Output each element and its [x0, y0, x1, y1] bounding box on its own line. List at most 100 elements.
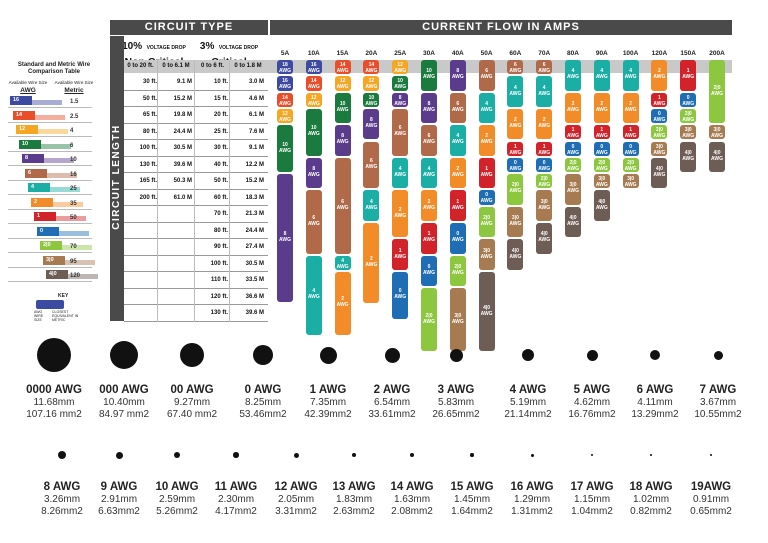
awg-pill: 4 AWG — [392, 157, 409, 189]
amp-label: 15A — [336, 50, 349, 57]
awg-pill: 3|0 AWG — [709, 125, 725, 140]
awg-pill: 6 AWG — [334, 157, 351, 254]
range-c-m: 0 to 1.8 M — [234, 63, 262, 69]
length-row-divider — [124, 155, 268, 157]
awg-pill: 2|0 AWG — [536, 174, 553, 189]
wire-size-label: 7 AWG 3.67mm 10.55mm2 — [694, 384, 742, 420]
legend-title: Standard and Metric Wire Comparison Tabl… — [17, 62, 91, 75]
wire-dot — [650, 350, 660, 360]
awg-pill: 10 AWG — [305, 108, 322, 156]
awg-pill: 4|0 AWG — [709, 141, 725, 173]
wire-size-label: 0 AWG 8.25mm 53.46mm2 — [239, 384, 287, 420]
length-nc-m: 30.5 M — [173, 145, 192, 151]
legend-divider — [8, 223, 92, 224]
awg-pill: 2 AWG — [593, 92, 610, 124]
wire-size-label: 18 AWG 1.02mm 0.82mm2 — [629, 481, 673, 517]
length-c-m: 21.3 M — [245, 211, 264, 217]
awg-pill: 2 AWG — [478, 125, 495, 156]
length-row-divider — [124, 106, 268, 107]
wire-dot — [293, 452, 299, 458]
legend-col2-caption: Available Wire Size — [54, 80, 94, 85]
length-nc-m: 39.6 M — [173, 161, 192, 168]
length-c-m: 4.6 M — [248, 95, 264, 102]
non-critical-pct: 10% — [122, 41, 143, 52]
wire-dot — [586, 349, 598, 361]
wire-dot — [530, 453, 534, 457]
amp-label: 60A — [509, 50, 522, 57]
awg-pill: 4 AWG — [421, 157, 437, 189]
critical-drop-label: VOLTAGE DROP — [218, 45, 259, 51]
wire-size-label: 17 AWG 1.15mm 1.04mm2 — [570, 481, 614, 517]
awg-pill: 18 AWG — [277, 60, 293, 75]
amp-label: 50A — [480, 50, 493, 57]
legend-metric-chip — [35, 114, 65, 120]
legend-metric-chip — [56, 216, 86, 221]
wire-dot — [319, 346, 337, 364]
wire-dot — [351, 452, 357, 458]
wire-dot — [37, 338, 71, 372]
wire-size-label: 5 AWG 4.62mm 16.76mm2 — [568, 384, 616, 420]
length-c-ft: 25 ft. — [213, 128, 228, 135]
awg-pill: 4 AWG — [536, 76, 553, 107]
legend-metric-chip — [65, 259, 95, 265]
awg-pill: 1 AWG — [680, 60, 697, 91]
awg-pill: 2|0 AWG — [478, 206, 495, 238]
length-c-ft: 30 ft. — [213, 145, 228, 151]
legend-awg-chip: 8 — [22, 154, 44, 163]
length-c-m: 7.6 M — [248, 128, 264, 135]
length-c-ft: 120 ft. — [210, 293, 228, 300]
awg-pill: 0 AWG — [449, 223, 466, 254]
awg-pill: 1 AWG — [565, 125, 581, 140]
wire-size-label: 13 AWG 1.83mm 2.63mm2 — [332, 481, 376, 517]
length-row-divider — [124, 89, 268, 91]
length-row-divider — [124, 254, 268, 256]
awg-pill: 0 AWG — [421, 255, 437, 287]
awg-pill: 10 AWG — [334, 92, 351, 124]
length-nc-m: 24.4 M — [173, 128, 192, 135]
awg-pill: 0 AWG — [622, 141, 639, 156]
awg-pill: 1 AWG — [507, 141, 524, 156]
awg-pill: 14 AWG — [334, 60, 351, 75]
awg-pill: 8 AWG — [363, 108, 380, 140]
length-row-divider — [124, 122, 268, 124]
legend-key-right: CLOSEST EQUIVALENT IN METRIC — [52, 310, 79, 322]
length-row-divider — [124, 271, 268, 272]
awg-pill: 8 AWG — [305, 157, 322, 189]
wire-size-label: 16 AWG 1.29mm 1.31mm2 — [510, 481, 554, 517]
length-row-divider — [124, 205, 268, 206]
wire-size-label: 9 AWG 2.91mm 6.63mm2 — [98, 481, 140, 517]
awg-pill: 4|0 AWG — [565, 206, 581, 238]
wire-dot — [115, 451, 123, 459]
awg-pill: 3|0 AWG — [478, 239, 495, 270]
legend-metric: 2.5 — [70, 113, 79, 120]
length-c-ft: 10 ft. — [213, 79, 228, 85]
amp-label: 30A — [423, 50, 435, 57]
awg-pill: 6 AWG — [478, 60, 495, 91]
wire-dot — [110, 341, 138, 369]
wire-size-label: 00 AWG 9.27mm 67.40 mm2 — [166, 384, 218, 420]
legend-divider — [8, 208, 92, 210]
awg-pill: 4 AWG — [334, 255, 351, 270]
length-c-m: 3.0 M — [248, 79, 264, 85]
legend-divider — [8, 194, 92, 195]
legend-divider — [8, 252, 92, 253]
legend-key-chip — [36, 300, 64, 309]
legend-metric: 35 — [70, 200, 77, 207]
legend-awg-chip: 4 — [28, 183, 50, 192]
length-nc-m: 50.3 M — [173, 178, 192, 184]
awg-pill: 3|0 AWG — [507, 206, 524, 238]
awg-pill: 1 AWG — [449, 190, 466, 221]
awg-pill: 4|0 AWG — [507, 239, 524, 270]
length-nc-ft: 165 ft. — [139, 178, 157, 184]
legend-metric-chip — [53, 201, 83, 207]
awg-pill: 3|0 AWG — [449, 288, 466, 352]
length-c-ft: 90 ft. — [213, 244, 228, 250]
awg-pill: 2 AWG — [507, 108, 524, 140]
amp-label: 5A — [280, 50, 290, 57]
awg-pill: 6 AWG — [449, 92, 466, 124]
awg-pill: 0 AWG — [536, 157, 553, 173]
circuit-type-header: CIRCUIT TYPE — [110, 20, 268, 35]
awg-pill: 10 AWG — [363, 92, 380, 107]
awg-pill: 12 AWG — [363, 76, 380, 91]
awg-pill: 1 AWG — [536, 141, 553, 156]
